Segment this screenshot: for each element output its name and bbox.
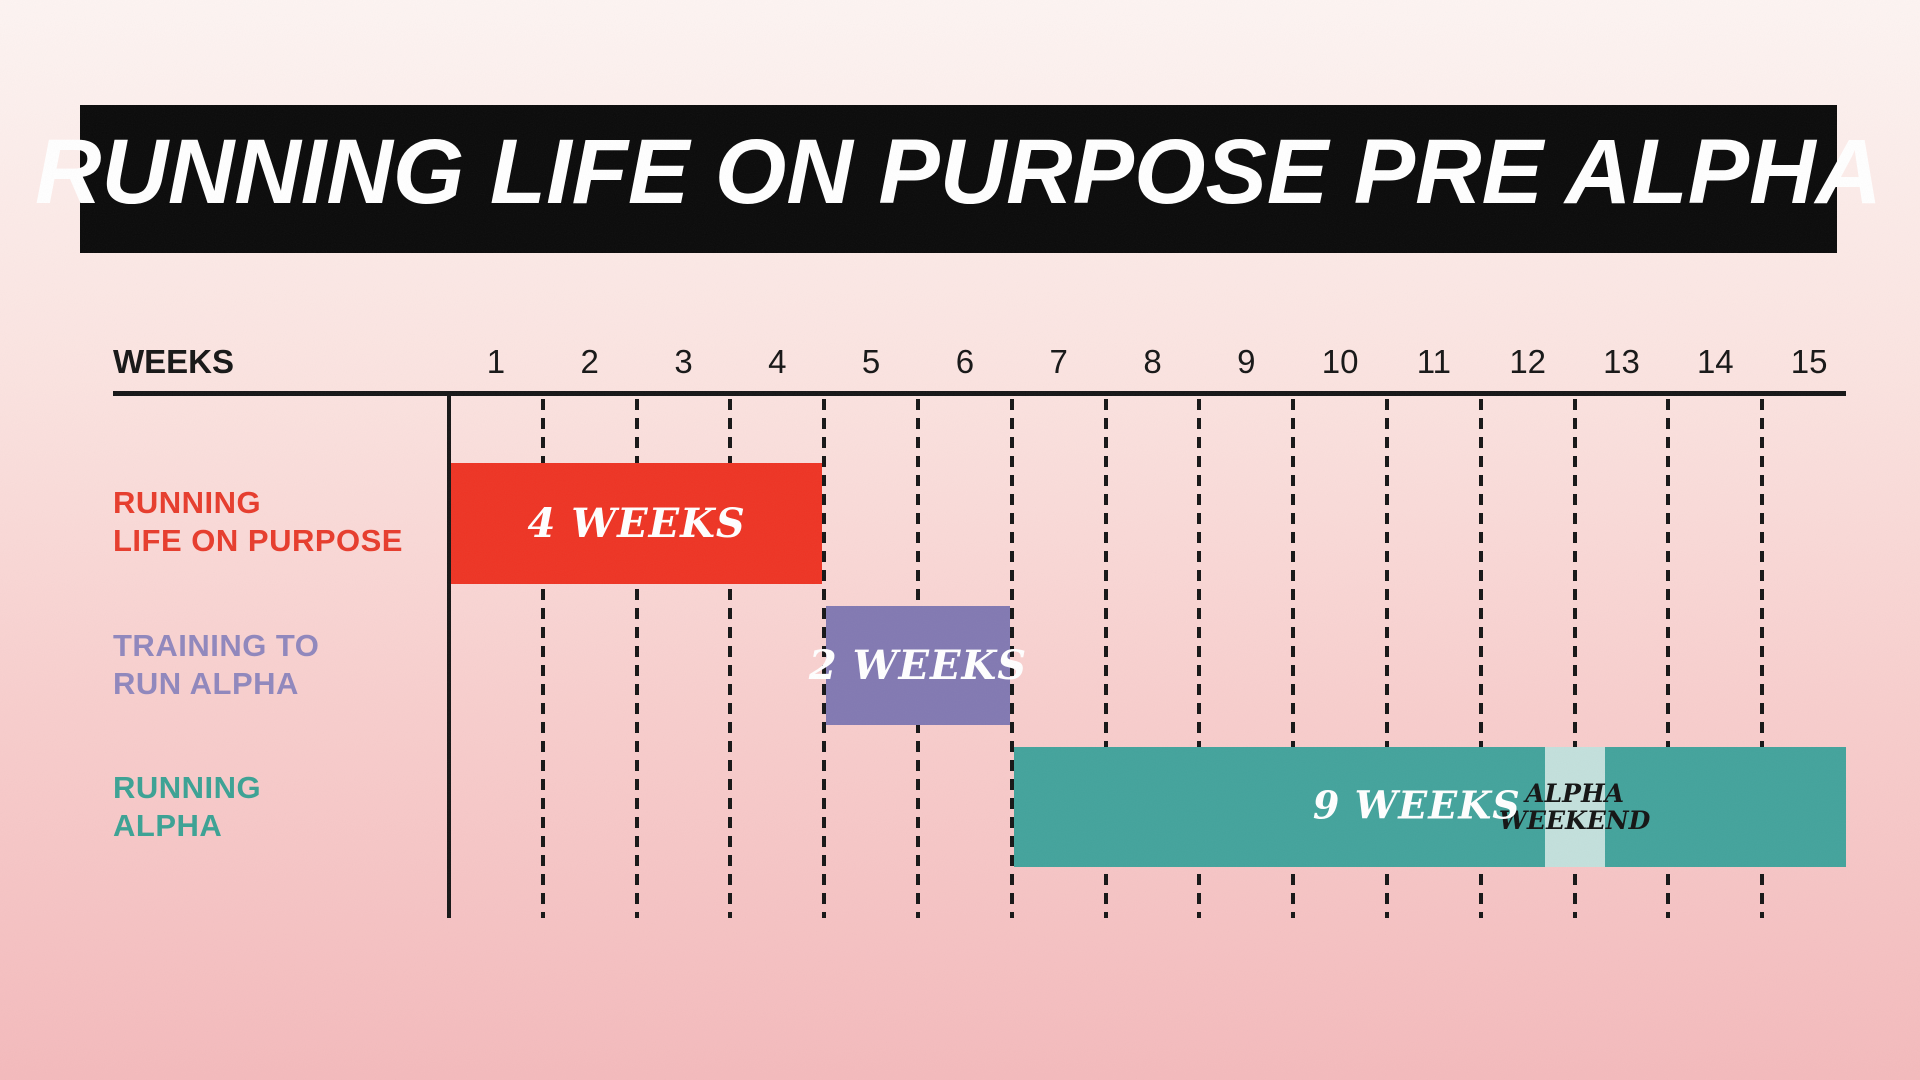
task-bar-running-alpha: ALPHA WEEKEND 9 WEEKS <box>1013 747 1846 867</box>
week-tick-label: 9 <box>1237 343 1256 380</box>
week-tick-label: 13 <box>1603 343 1640 380</box>
task-bar-running-life-on-purpose: 4 WEEKS <box>451 463 823 584</box>
task-name-line: RUNNING <box>113 485 262 520</box>
weeks-axis-label: WEEKS <box>113 343 235 380</box>
week-tick-label: 11 <box>1416 343 1452 380</box>
week-tick-label: 15 <box>1790 343 1828 380</box>
week-tick-label: 7 <box>1049 343 1068 380</box>
bar-duration-label: 9 WEEKS <box>1312 782 1521 828</box>
bar-duration-label: 4 WEEKS <box>527 500 746 547</box>
task-name-line: LIFE ON PURPOSE <box>113 523 403 558</box>
week-tick-label: 2 <box>580 343 599 380</box>
week-tick-label: 10 <box>1321 343 1359 380</box>
task-name-line: TRAINING TO <box>113 628 320 663</box>
task-name-line: ALPHA <box>113 808 223 843</box>
task-name-running-alpha: RUNNING ALPHA <box>113 769 261 845</box>
alpha-weekend-label: ALPHA WEEKEND <box>1499 780 1651 834</box>
chart-title: RUNNING LIFE ON PURPOSE PRE ALPHA <box>35 121 1882 223</box>
week-tick-label: 14 <box>1696 343 1734 380</box>
alpha-weekend-line2: WEEKEND <box>1498 806 1651 835</box>
alpha-weekend-line1: ALPHA <box>1525 779 1624 808</box>
title-banner: RUNNING LIFE ON PURPOSE PRE ALPHA <box>35 105 1882 253</box>
task-name-line: RUNNING <box>113 770 262 805</box>
week-tick-label: 3 <box>674 343 693 380</box>
week-tick-label: 5 <box>861 343 881 380</box>
task-name-running-life-on-purpose: RUNNING LIFE ON PURPOSE <box>113 484 403 560</box>
week-tick-label: 8 <box>1143 343 1162 380</box>
week-tick-label: 6 <box>955 343 975 380</box>
task-bar-training-to-run-alpha: 2 WEEKS <box>809 606 1026 725</box>
bar-duration-label: 2 WEEKS <box>808 642 1028 689</box>
week-tick-label: 12 <box>1509 343 1547 380</box>
axis-line <box>113 391 1846 396</box>
week-tick-label: 1 <box>486 343 506 380</box>
week-tick-label: 4 <box>768 343 787 380</box>
task-name-line: RUN ALPHA <box>113 666 299 701</box>
task-name-training-to-run-alpha: TRAINING TO RUN ALPHA <box>113 627 319 703</box>
